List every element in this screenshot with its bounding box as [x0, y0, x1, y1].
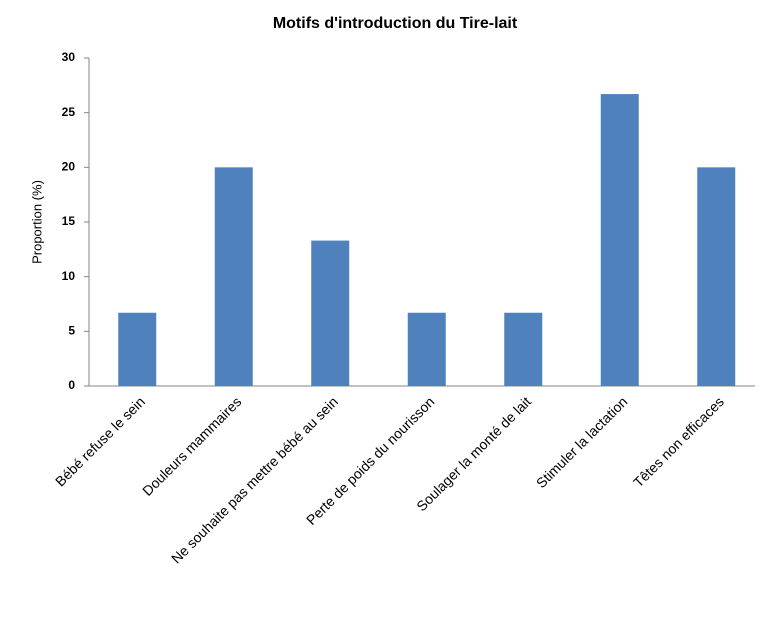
y-tick-label: 0	[68, 378, 75, 392]
x-tick-label: Stimuler la lactation	[533, 393, 631, 491]
x-tick-label: Soulager la monté de lait	[413, 393, 534, 514]
y-tick-label: 10	[62, 269, 76, 283]
x-tick-label: Têtes non efficaces	[630, 393, 727, 490]
bar	[600, 94, 639, 386]
bar	[697, 167, 736, 386]
y-tick-label: 15	[62, 214, 76, 228]
x-tick-label: Ne souhaite pas mettre bébé au sein	[168, 393, 341, 566]
bar	[214, 167, 253, 386]
bar	[407, 312, 446, 386]
bar	[311, 240, 350, 386]
y-tick-label: 30	[62, 50, 76, 64]
y-axis-label: Proportion (%)	[29, 180, 44, 264]
x-tick-label: Bébé refuse le sein	[52, 393, 148, 489]
bar	[504, 312, 543, 386]
bar	[118, 312, 157, 386]
y-tick-label: 25	[62, 105, 76, 119]
y-tick-label: 20	[62, 160, 76, 174]
chart-title: Motifs d'introduction du Tire-lait	[273, 15, 518, 32]
y-tick-label: 5	[68, 324, 75, 338]
x-tick-label: Douleurs mammaires	[139, 393, 244, 498]
